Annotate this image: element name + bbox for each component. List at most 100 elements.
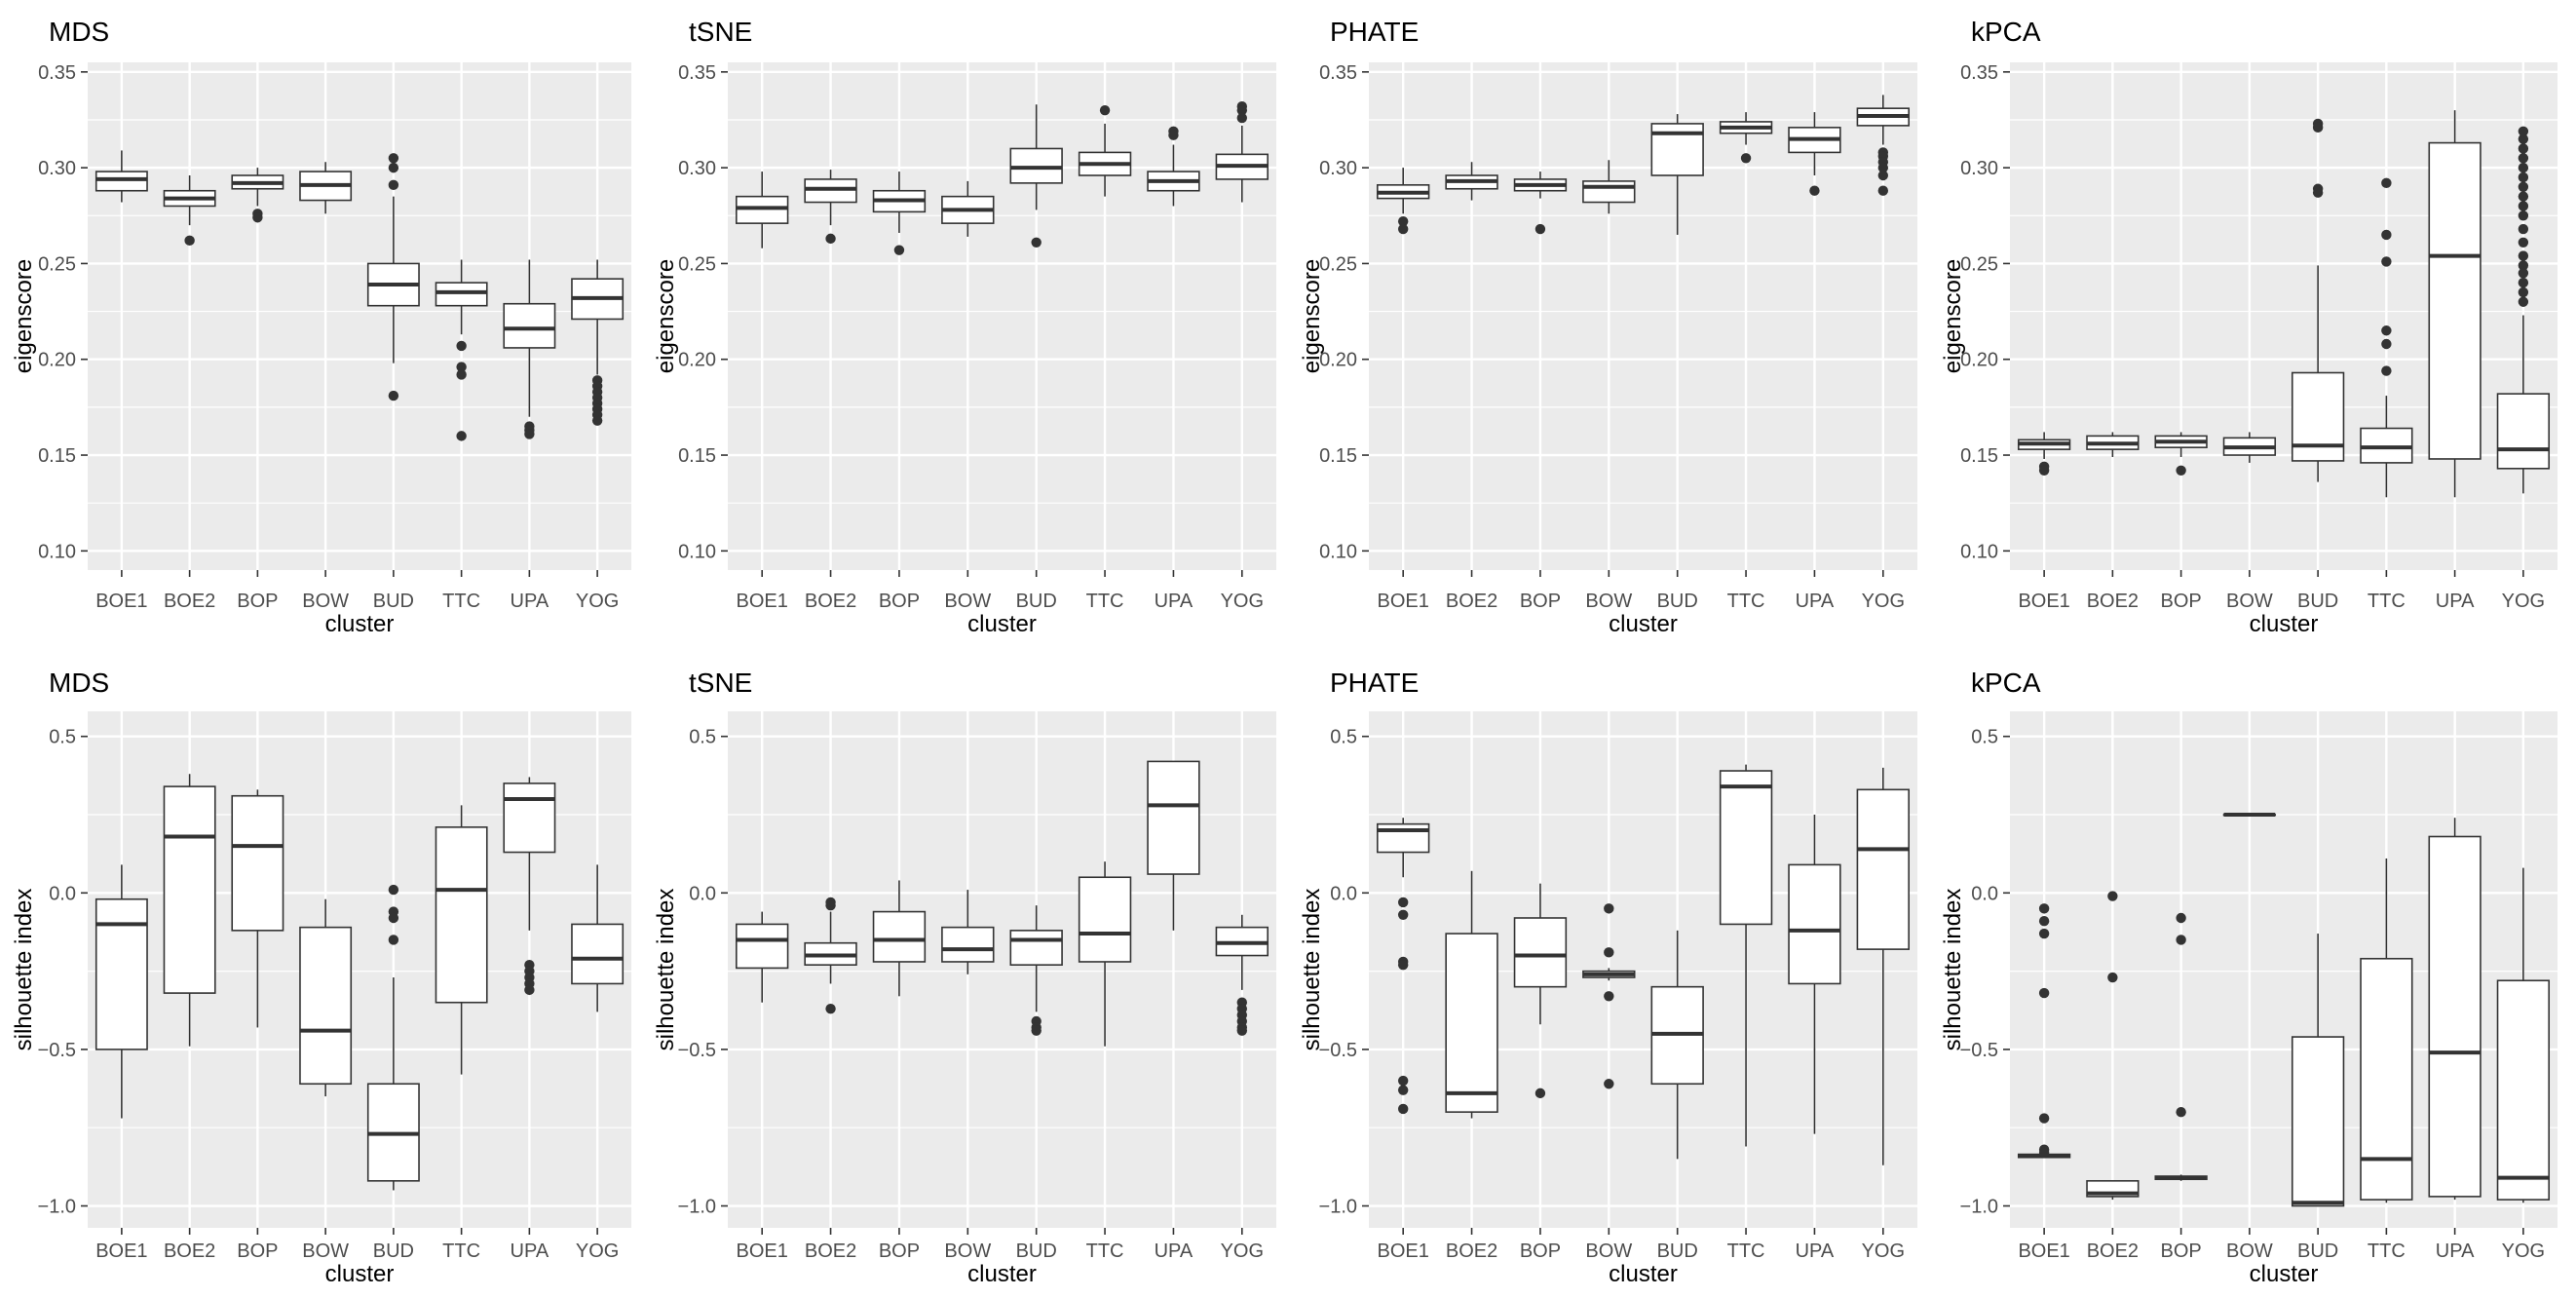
outlier-point xyxy=(2107,891,2118,901)
x-tick-label: YOG xyxy=(2502,591,2545,612)
box-bud xyxy=(366,153,420,401)
panel-title: tSNE xyxy=(689,668,752,698)
outlier-point xyxy=(2312,122,2324,134)
outlier-point xyxy=(825,899,836,911)
box-bud xyxy=(1009,905,1063,1036)
x-tick-label: UPA xyxy=(511,1241,549,1262)
y-axis-label: silhouette index xyxy=(1299,889,1325,1051)
box-iqr xyxy=(1078,876,1132,963)
x-tick-label: BOP xyxy=(237,1241,278,1262)
y-axis-label: silhouette index xyxy=(1940,889,1966,1051)
x-tick-label: BOE2 xyxy=(2087,1241,2139,1262)
y-tick-label: 0.25 xyxy=(38,253,76,275)
box-bow xyxy=(1582,903,1636,1089)
outlier-point xyxy=(2312,187,2324,198)
x-tick-label: BOE2 xyxy=(164,591,215,612)
y-tick-label: 0.35 xyxy=(678,62,716,84)
box-bop xyxy=(1513,883,1568,1099)
box-yog xyxy=(1215,914,1269,1036)
outlier-point xyxy=(1031,1025,1042,1036)
outlier-point xyxy=(893,245,905,255)
outlier-point xyxy=(1534,1088,1546,1099)
box-upa xyxy=(1147,760,1200,931)
outlier-point xyxy=(2038,987,2050,999)
y-tick-label: 0.15 xyxy=(678,445,716,467)
outlier-point xyxy=(1877,185,1889,196)
box-iqr xyxy=(941,926,995,963)
y-tick-label: 0.20 xyxy=(678,350,716,371)
x-tick-label: BOW xyxy=(2226,1241,2273,1262)
box-iqr xyxy=(163,785,216,994)
outlier-point xyxy=(825,233,836,245)
outlier-point xyxy=(2518,143,2529,154)
y-tick-label: 0.10 xyxy=(38,541,76,562)
outlier-point xyxy=(2518,181,2529,192)
outlier-point xyxy=(1604,903,1614,914)
y-tick-label: −0.5 xyxy=(1960,1040,1998,1061)
x-tick-label: BOE1 xyxy=(95,591,147,612)
x-tick-label: BUD xyxy=(2297,591,2338,612)
x-axis-label: cluster xyxy=(967,611,1037,637)
box-iqr xyxy=(1376,822,1430,854)
x-tick-label: BUD xyxy=(2297,1241,2338,1262)
x-tick-label: BOW xyxy=(302,591,349,612)
outlier-point xyxy=(456,369,467,380)
x-tick-label: UPA xyxy=(2436,1241,2475,1262)
x-tick-label: BUD xyxy=(1016,1241,1057,1262)
outlier-point xyxy=(252,212,263,223)
outlier-point xyxy=(1397,1085,1409,1095)
y-tick-label: 0.10 xyxy=(1960,541,1998,562)
box-yog xyxy=(2496,867,2551,1203)
box-bow xyxy=(2222,813,2277,817)
panel-1: 0.10 0.15 0.20 0.25 0.30 0.35 BOE1 BOE2 BOP BOW BU… xyxy=(11,17,631,637)
outlier-point xyxy=(388,884,399,896)
outlier-point xyxy=(2518,237,2529,248)
outlier-point xyxy=(1809,185,1820,196)
outlier-point xyxy=(2518,268,2529,279)
y-axis-label: eigenscore xyxy=(11,259,37,373)
box-boe2 xyxy=(163,774,216,1047)
outlier-point xyxy=(2518,260,2529,271)
x-tick-label: BOW xyxy=(2226,591,2273,612)
box-boe2 xyxy=(804,170,857,245)
x-tick-label: BOE2 xyxy=(805,1241,856,1262)
box-ttc xyxy=(1078,104,1132,197)
y-tick-label: 0.30 xyxy=(38,158,76,179)
box-bop xyxy=(2154,912,2208,1181)
box-boe1 xyxy=(735,911,789,1003)
box-bow xyxy=(941,180,995,237)
box-ttc xyxy=(2360,858,2413,1203)
box-boe1 xyxy=(735,172,789,248)
x-tick-label: BOE1 xyxy=(2018,591,2069,612)
outlier-point xyxy=(2381,338,2392,350)
box-iqr xyxy=(2428,835,2481,1198)
x-tick-label: YOG xyxy=(2502,1241,2545,1262)
outlier-point xyxy=(388,153,399,164)
x-tick-label: TTC xyxy=(2368,1241,2406,1262)
x-tick-label: BOP xyxy=(2161,591,2202,612)
x-tick-label: BOE1 xyxy=(1378,1241,1429,1262)
box-boe1 xyxy=(2017,903,2071,1159)
x-tick-label: BOP xyxy=(2161,1241,2202,1262)
x-tick-label: BOE1 xyxy=(737,1241,788,1262)
x-tick-label: BOE1 xyxy=(2018,1241,2069,1262)
x-tick-label: BOE2 xyxy=(1446,1241,1497,1262)
box-iqr xyxy=(2291,371,2345,462)
box-bop xyxy=(2154,432,2208,476)
box-ttc xyxy=(2360,177,2413,498)
box-iqr xyxy=(2360,957,2413,1201)
x-tick-label: TTC xyxy=(442,1241,480,1262)
box-yog xyxy=(571,864,625,1012)
y-axis-label: eigenscore xyxy=(1299,259,1325,373)
y-tick-label: 0.0 xyxy=(1330,883,1357,904)
panel-7: −1.0 −0.5 0.0 0.5 BOE1 BOE2 BOP BOW BUD TTC UPA YOG… xyxy=(1299,668,1917,1287)
box-yog xyxy=(2496,126,2551,494)
box-ttc xyxy=(435,805,488,1075)
box-iqr xyxy=(503,783,556,854)
x-tick-label: BOP xyxy=(1520,591,1561,612)
outlier-point xyxy=(1236,104,1248,116)
box-boe2 xyxy=(163,174,216,247)
y-tick-label: 0.5 xyxy=(1330,727,1357,748)
box-ttc xyxy=(435,259,488,441)
y-tick-label: 0.0 xyxy=(689,883,716,904)
